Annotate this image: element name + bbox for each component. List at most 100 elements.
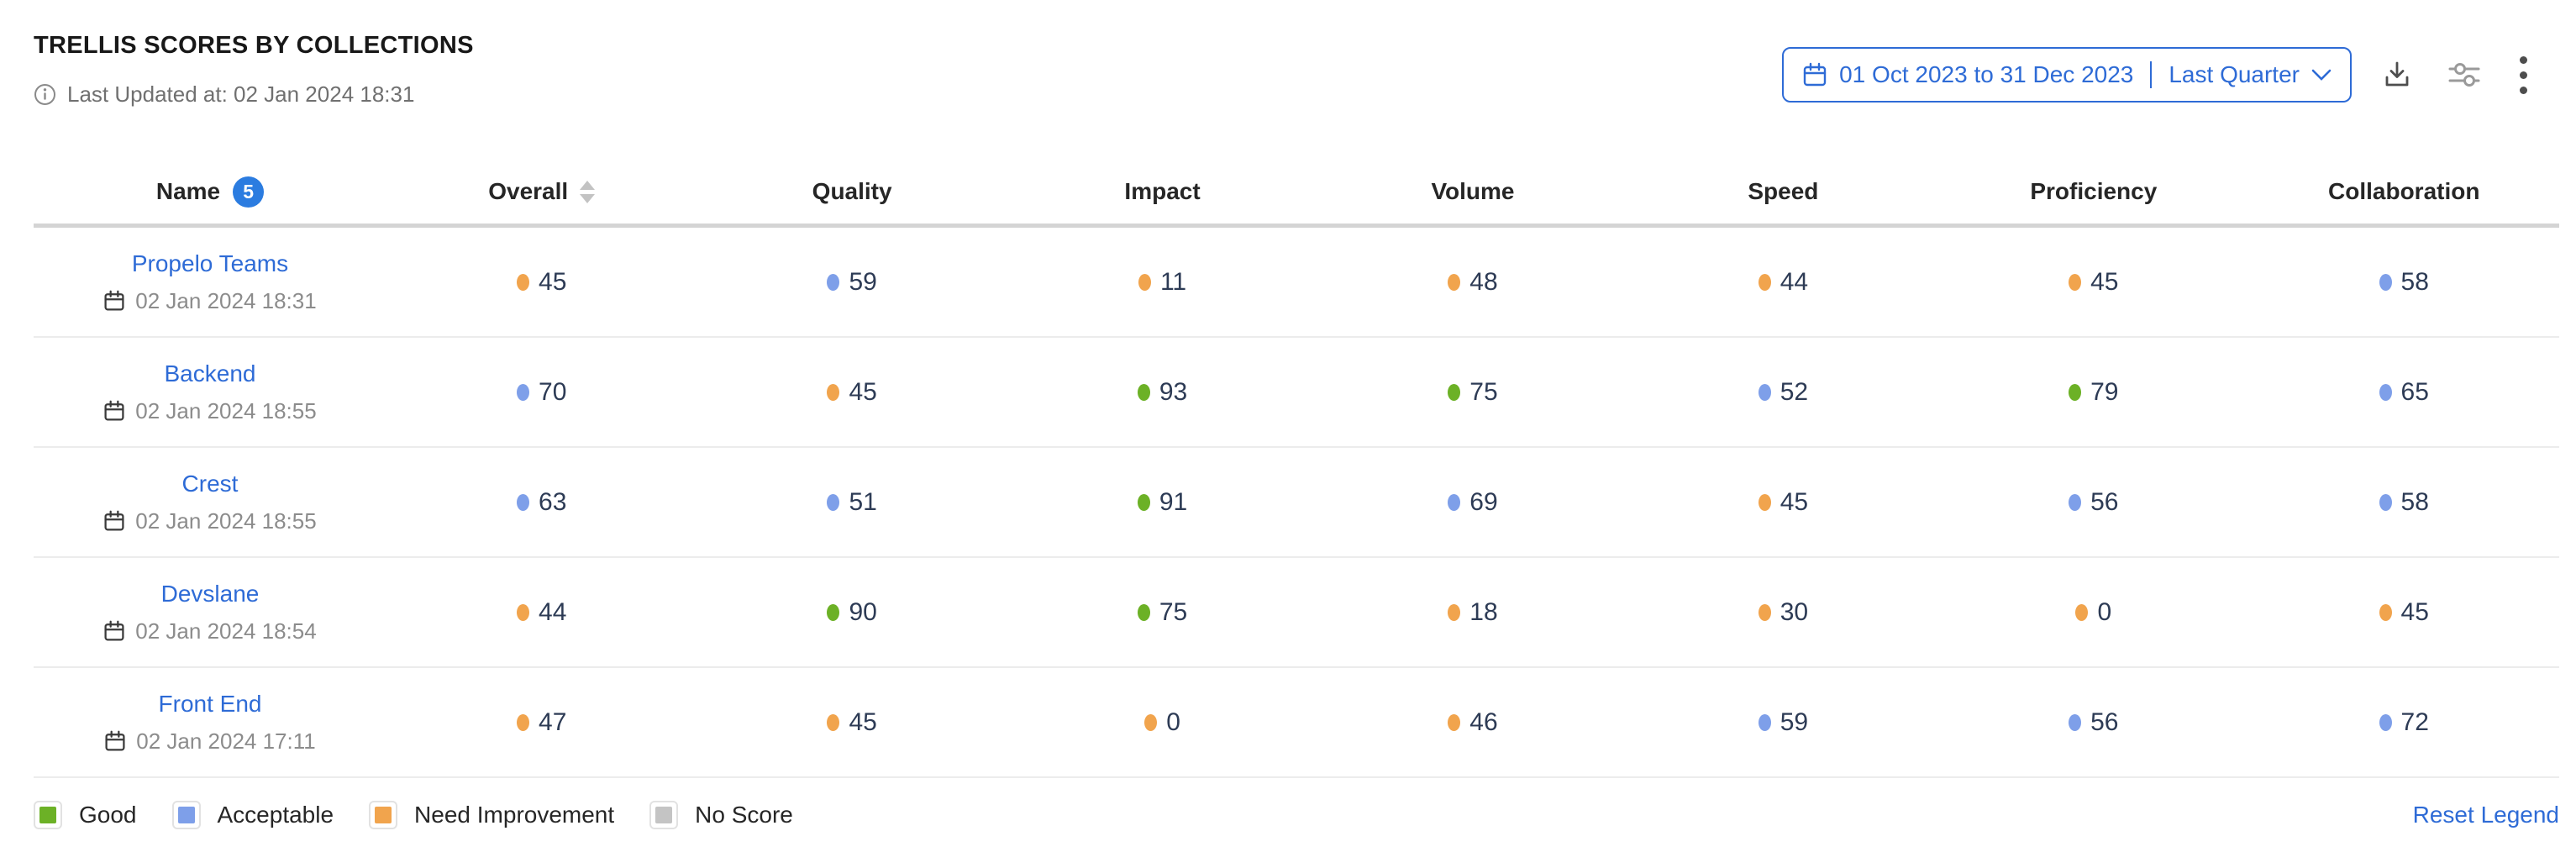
legend-item-good[interactable]: Good <box>34 801 137 829</box>
name-cell: Devslane 02 Jan 2024 18:54 <box>34 581 386 644</box>
score-cell: 56 <box>1938 708 2248 737</box>
score-cell: 44 <box>386 598 697 627</box>
date-range-text: 01 Oct 2023 to 31 Dec 2023 <box>1839 61 2134 87</box>
name-cell: Backend 02 Jan 2024 18:55 <box>34 360 386 424</box>
calendar-icon <box>1802 61 1827 88</box>
col-header-quality: Quality <box>812 178 892 204</box>
col-header-impact: Impact <box>1124 178 1201 204</box>
score-cell: 79 <box>1938 378 2248 407</box>
calendar-icon <box>103 399 125 423</box>
score-value: 44 <box>1780 267 1809 296</box>
more-options-button[interactable] <box>2511 53 2536 97</box>
score-cell: 58 <box>2249 268 2559 297</box>
score-dot <box>1137 493 1150 511</box>
score-cell: 52 <box>1628 378 1938 407</box>
score-cell: 69 <box>1317 488 1627 517</box>
row-count-badge: 5 <box>233 176 265 208</box>
score-cell: 45 <box>697 708 1007 737</box>
score-value: 70 <box>539 377 567 406</box>
date-range-picker[interactable]: 01 Oct 2023 to 31 Dec 2023 Last Quarter <box>1782 47 2352 103</box>
widget-header: TRELLIS SCORES BY COLLECTIONS Last Updat… <box>34 0 2559 160</box>
score-dot <box>2379 713 2392 731</box>
collection-name-link[interactable]: Front End <box>158 690 262 717</box>
collection-name-link[interactable]: Propelo Teams <box>131 250 289 276</box>
name-cell: Propelo Teams 02 Jan 2024 18:31 <box>34 250 386 314</box>
last-updated-text: Last Updated at: 02 Jan 2024 18:31 <box>67 82 415 107</box>
score-value: 63 <box>539 487 567 516</box>
score-value: 30 <box>1780 597 1809 626</box>
calendar-icon <box>103 289 125 313</box>
row-date: 02 Jan 2024 18:54 <box>135 618 317 644</box>
info-icon[interactable] <box>34 83 56 106</box>
row-date: 02 Jan 2024 18:55 <box>135 508 317 534</box>
sort-carets-icon[interactable] <box>580 180 596 203</box>
row-date: 02 Jan 2024 18:55 <box>135 397 317 423</box>
score-value: 56 <box>2090 707 2119 736</box>
score-cell: 46 <box>1317 708 1627 737</box>
row-date: 02 Jan 2024 17:11 <box>136 728 316 754</box>
col-header-label: Overall <box>488 178 569 204</box>
download-icon <box>2382 59 2412 91</box>
table-row: Propelo Teams 02 Jan 2024 18:31 45 59 11 <box>34 228 2559 338</box>
table-row: Crest 02 Jan 2024 18:55 63 51 91 69 <box>34 448 2559 558</box>
score-value: 45 <box>539 267 567 296</box>
score-dot <box>2379 603 2392 621</box>
score-cell: 45 <box>697 378 1007 407</box>
score-value: 79 <box>2090 377 2119 406</box>
col-header-volume: Volume <box>1431 178 1515 204</box>
settings-button[interactable] <box>2442 55 2486 94</box>
name-cell: Crest 02 Jan 2024 18:55 <box>34 471 386 534</box>
score-value: 46 <box>1469 707 1498 736</box>
score-value: 45 <box>1780 487 1809 516</box>
legend-item-need-improvement[interactable]: Need Improvement <box>369 801 614 829</box>
score-dot <box>517 713 530 731</box>
row-date: 02 Jan 2024 18:31 <box>135 287 317 313</box>
score-value: 58 <box>2400 267 2429 296</box>
score-value: 75 <box>1159 597 1188 626</box>
score-dot <box>2075 603 2089 621</box>
score-value: 45 <box>2400 597 2429 626</box>
score-dot <box>1138 273 1151 291</box>
date-range-preset[interactable]: Last Quarter <box>2169 61 2300 87</box>
legend-swatch-need-improvement <box>369 801 398 829</box>
download-button[interactable] <box>2377 54 2417 96</box>
score-dot <box>1448 273 1461 291</box>
score-cell: 45 <box>2249 598 2559 627</box>
score-cell: 91 <box>1007 488 1317 517</box>
score-cell: 56 <box>1938 488 2248 517</box>
score-value: 93 <box>1159 377 1188 406</box>
table-row: Front End 02 Jan 2024 17:11 47 45 0 <box>34 668 2559 778</box>
score-cell: 75 <box>1007 598 1317 627</box>
score-dot <box>1448 713 1461 731</box>
score-dot <box>1758 713 1771 731</box>
score-value: 51 <box>849 487 877 516</box>
legend-item-acceptable[interactable]: Acceptable <box>171 801 334 829</box>
table-row: Backend 02 Jan 2024 18:55 70 45 93 7 <box>34 338 2559 448</box>
score-dot <box>2069 493 2082 511</box>
score-dot <box>1448 493 1461 511</box>
reset-legend-link[interactable]: Reset Legend <box>2412 802 2559 828</box>
legend-item-no-score[interactable]: No Score <box>649 801 793 829</box>
col-header-overall[interactable]: Overall <box>386 178 697 205</box>
kebab-menu-icon <box>2520 55 2527 64</box>
score-value: 56 <box>2090 487 2119 516</box>
score-cell: 45 <box>386 268 697 297</box>
score-cell: 93 <box>1007 378 1317 407</box>
score-value: 0 <box>2097 597 2112 626</box>
score-dot <box>517 383 530 401</box>
collection-name-link[interactable]: Backend <box>164 360 256 387</box>
legend-label: Acceptable <box>217 802 334 828</box>
sliders-icon <box>2447 60 2481 89</box>
collection-name-link[interactable]: Devslane <box>160 580 260 607</box>
table-header-row: Name 5 Overall Quality Impact Volume Spe… <box>34 160 2559 228</box>
collection-name-link[interactable]: Crest <box>181 470 239 497</box>
score-cell: 45 <box>1938 268 2248 297</box>
score-dot <box>827 603 840 621</box>
score-cell: 59 <box>697 268 1007 297</box>
calendar-icon <box>103 509 125 533</box>
score-dot <box>2069 383 2082 401</box>
score-dot <box>2069 713 2082 731</box>
score-value: 91 <box>1159 487 1188 516</box>
legend-label: No Score <box>695 802 793 828</box>
